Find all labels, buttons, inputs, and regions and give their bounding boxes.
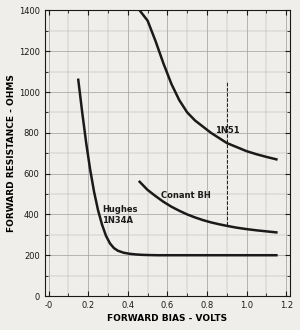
Y-axis label: FORWARD RESISTANCE - OHMS: FORWARD RESISTANCE - OHMS: [7, 74, 16, 232]
Text: 1N51: 1N51: [215, 126, 240, 135]
X-axis label: FORWARD BIAS - VOLTS: FORWARD BIAS - VOLTS: [107, 314, 227, 323]
Text: Hughes
1N34A: Hughes 1N34A: [102, 205, 137, 225]
Text: Conant BH: Conant BH: [161, 191, 211, 200]
